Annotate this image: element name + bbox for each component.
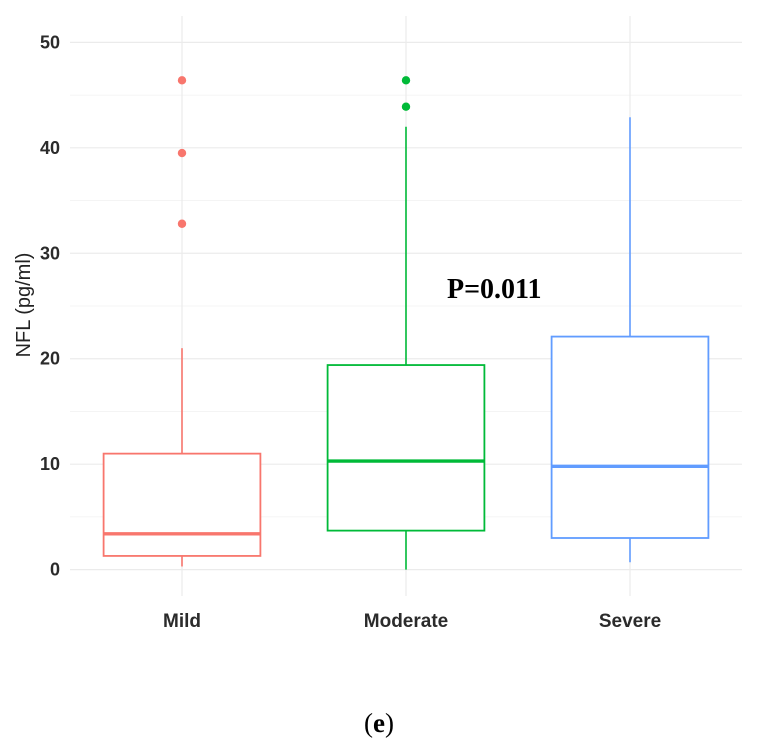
y-tick-label: 0: [50, 560, 60, 580]
x-axis-ticks: Mild Moderate Severe: [163, 611, 661, 632]
caption-letter: e: [373, 708, 385, 738]
y-tick-label: 10: [40, 454, 60, 474]
nfl-boxplot-chart: 0 10 20 30 40 50 Mild Moderate Severe NFL (pg/m…: [13, 16, 742, 632]
iqr-box: [550, 335, 710, 539]
outlier-point: [401, 102, 411, 111]
outlier-point: [177, 148, 187, 158]
box-moderate: [326, 76, 486, 570]
y-tick-label: 20: [40, 349, 60, 369]
y-tick-label: 30: [40, 243, 60, 263]
figure-caption: (e): [0, 708, 758, 739]
caption-open: (: [364, 708, 373, 738]
p-value-annotation: P=0.011: [447, 274, 542, 305]
box-mild: [102, 76, 262, 567]
outlier-point: [177, 219, 187, 228]
y-tick-label: 40: [40, 138, 60, 158]
x-tick-label: Severe: [599, 611, 661, 632]
x-tick-label: Moderate: [364, 611, 448, 632]
y-tick-label: 50: [40, 32, 60, 52]
box-severe: [550, 117, 710, 563]
iqr-box: [326, 364, 486, 532]
y-axis-label: NFL (pg/ml): [13, 253, 35, 358]
outlier-point: [177, 76, 187, 85]
iqr-box: [102, 452, 262, 557]
caption-close: ): [384, 708, 394, 738]
x-tick-label: Mild: [163, 611, 201, 632]
y-axis-ticks: 0 10 20 30 40 50: [40, 32, 60, 579]
box-series: [102, 76, 710, 570]
outlier-point: [401, 76, 411, 85]
